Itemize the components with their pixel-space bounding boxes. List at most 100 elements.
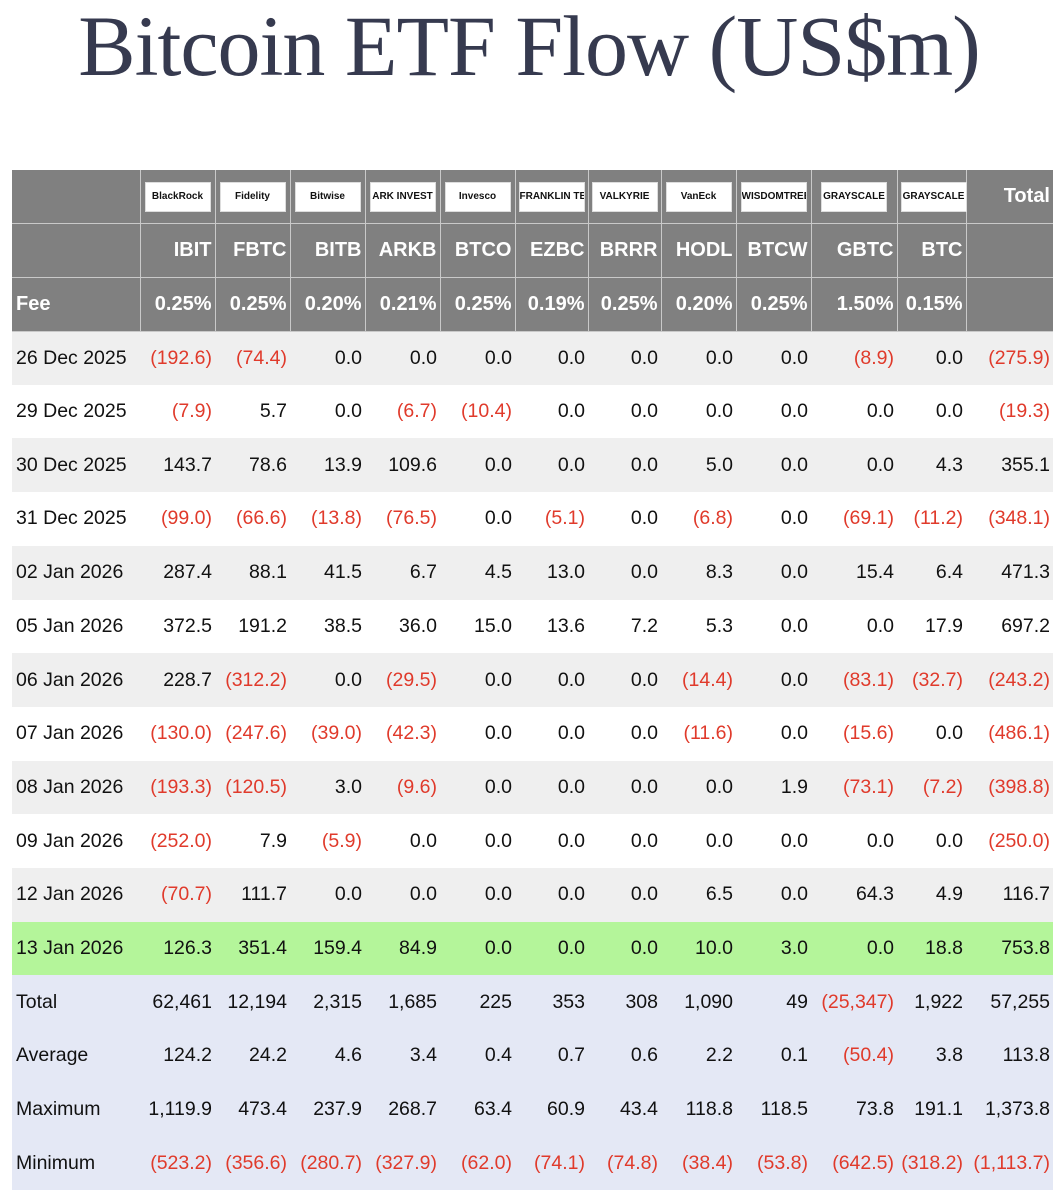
flow-cell: 0.0 (811, 599, 897, 654)
flow-cell: 268.7 (365, 1082, 440, 1137)
row-label: 08 Jan 2026 (12, 760, 140, 815)
issuer-logo: VALKYRIE (591, 181, 658, 212)
flow-cell: 3.0 (736, 921, 811, 976)
issuer-logo: Invesco (444, 181, 511, 212)
flow-cell: 64.3 (811, 867, 897, 922)
stats-row-total: Total 62,461 12,194 2,315 1,685 225 353 308 1,09… (12, 975, 1053, 1029)
flow-cell: (29.5) (365, 653, 440, 707)
flow-cell: 0.0 (515, 867, 588, 922)
total-header: Total (966, 170, 1053, 225)
issuer-logo-cell: Invesco (440, 170, 516, 225)
flow-cell: 0.0 (588, 921, 661, 976)
flow-cell: 43.4 (588, 1082, 661, 1137)
flow-cell: 0.0 (515, 921, 588, 976)
flow-cell: 5.7 (215, 384, 290, 439)
fee-row: Fee 0.25% 0.25% 0.20% 0.21% 0.25% 0.19% 0.25% 0.… (12, 277, 1053, 332)
flow-cell: 17.9 (897, 599, 966, 654)
flow-cell: 0.0 (736, 653, 811, 707)
flow-cell: 0.0 (515, 384, 588, 439)
issuer-logo: WISDOMTREE (740, 181, 807, 212)
flow-cell: (76.5) (365, 492, 440, 546)
row-label: 31 Dec 2025 (12, 492, 140, 546)
flow-cell: 0.0 (588, 384, 661, 439)
flow-cell: 0.0 (736, 331, 811, 385)
issuer-logo-cell: WISDOMTREE (736, 170, 812, 225)
flow-cell: 8.3 (661, 545, 736, 600)
flow-cell: (25,347) (811, 975, 897, 1029)
ticker-gbtc: GBTC (811, 223, 898, 278)
flow-cell: (6.8) (661, 492, 736, 546)
flow-cell: 10.0 (661, 921, 736, 976)
flow-cell: 0.0 (811, 921, 897, 976)
flow-cell: (318.2) (897, 1136, 966, 1191)
flow-row: 29 Dec 2025 (7.9) 5.7 0.0 (6.7) (10.4) 0.0 0.0 0… (12, 384, 1053, 439)
flow-row: 02 Jan 2026 287.4 88.1 41.5 6.7 4.5 13.0 0.0 8.3… (12, 545, 1053, 600)
flow-cell: (5.9) (290, 814, 365, 868)
flow-cell: 225 (440, 975, 515, 1029)
flow-cell: 1.9 (736, 760, 811, 815)
flow-cell: 372.5 (140, 599, 215, 654)
flow-cell: 6.5 (661, 867, 736, 922)
row-total-cell: (486.1) (966, 706, 1053, 761)
issuer-logo: GRAYSCALE (821, 181, 887, 212)
flow-cell: 143.7 (140, 438, 215, 493)
flow-cell: 15.0 (440, 599, 515, 654)
flow-cell: 0.0 (515, 706, 588, 761)
flow-cell: (120.5) (215, 760, 290, 815)
fee-cell: 0.25% (440, 277, 516, 332)
ticker-ezbc: EZBC (515, 223, 589, 278)
flow-cell: 0.0 (365, 867, 440, 922)
flow-cell: 191.2 (215, 599, 290, 654)
issuer-logo-cell: GRAYSCALE (811, 170, 898, 225)
row-label: 30 Dec 2025 (12, 438, 140, 493)
issuer-logo-cell: Bitwise (290, 170, 366, 225)
flow-cell: 0.0 (440, 706, 515, 761)
flow-cell: 38.5 (290, 599, 365, 654)
flow-cell: (10.4) (440, 384, 515, 439)
flow-cell: 62,461 (140, 975, 215, 1029)
flow-cell: 0.0 (588, 760, 661, 815)
flow-cell: 308 (588, 975, 661, 1029)
flow-cell: 4.5 (440, 545, 515, 600)
row-total-cell: 1,373.8 (966, 1082, 1053, 1137)
flow-cell: 73.8 (811, 1082, 897, 1137)
flow-cell: (252.0) (140, 814, 215, 868)
flow-cell: (7.2) (897, 760, 966, 815)
flow-row: 12 Jan 2026 (70.7) 111.7 0.0 0.0 0.0 0.0 0.0 6.5… (12, 867, 1053, 922)
row-label: Maximum (12, 1082, 140, 1137)
etf-flow-table: BlackRock Fidelity Bitwise ARK INVEST Invesc… (12, 170, 1053, 1191)
flow-cell: (53.8) (736, 1136, 811, 1191)
flow-cell: (74.4) (215, 331, 290, 385)
ticker-fbtc: FBTC (215, 223, 291, 278)
flow-cell: (74.8) (588, 1136, 661, 1191)
flow-row: 06 Jan 2026 228.7 (312.2) 0.0 (29.5) 0.0 0.0 0.… (12, 653, 1053, 707)
flow-cell: (14.4) (661, 653, 736, 707)
flow-cell: 0.0 (897, 706, 966, 761)
flow-cell: (83.1) (811, 653, 897, 707)
row-label: 02 Jan 2026 (12, 545, 140, 600)
flow-cell: (73.1) (811, 760, 897, 815)
issuer-logo-cell: VALKYRIE (588, 170, 662, 225)
flow-cell: (327.9) (365, 1136, 440, 1191)
flow-cell: 5.3 (661, 599, 736, 654)
fee-cell: 0.20% (290, 277, 366, 332)
issuer-logo-cell: BlackRock (140, 170, 216, 225)
ticker-btc: BTC (897, 223, 967, 278)
issuer-logo-cell: FRANKLIN TEMPLETON (515, 170, 589, 225)
flow-cell: 0.0 (440, 492, 515, 546)
fee-cell: 0.19% (515, 277, 589, 332)
row-label: 29 Dec 2025 (12, 384, 140, 439)
flow-cell: 0.0 (736, 492, 811, 546)
row-label: 06 Jan 2026 (12, 653, 140, 707)
row-total-cell: 116.7 (966, 867, 1053, 922)
flow-cell: 4.9 (897, 867, 966, 922)
flow-cell: 118.5 (736, 1082, 811, 1137)
fee-cell: 0.25% (215, 277, 291, 332)
flow-cell: 1,685 (365, 975, 440, 1029)
ticker-hodl: HODL (661, 223, 737, 278)
row-total-cell: (250.0) (966, 814, 1053, 868)
issuer-logo: Fidelity (219, 181, 286, 212)
flow-cell: 0.0 (588, 814, 661, 868)
issuer-logo: BlackRock (144, 181, 211, 212)
flow-cell: 0.0 (661, 814, 736, 868)
